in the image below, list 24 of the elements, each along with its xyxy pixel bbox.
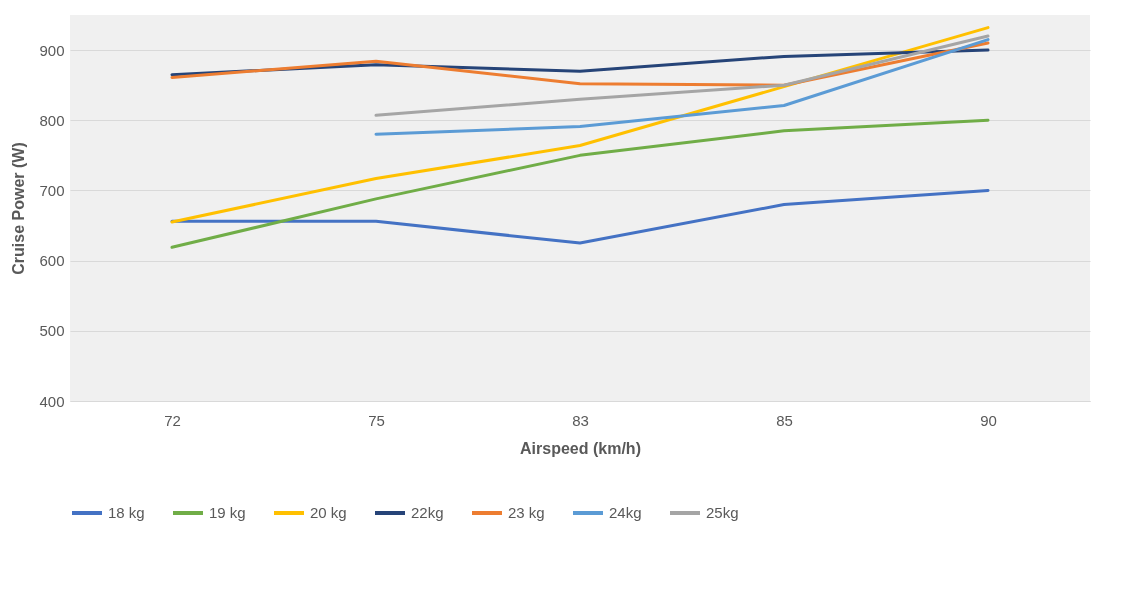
line-series [170,118,990,249]
line-series [374,38,990,136]
y-tick-label: 700 [39,181,65,199]
x-tick-label: 90 [980,411,997,429]
x-tick-label: 75 [368,411,385,429]
x-tick-label: 83 [572,411,589,429]
y-axis-title: Cruise Power (W) [10,142,28,275]
legend-label: 25kg [706,504,739,521]
x-tick-label: 85 [776,411,793,429]
line-series [170,188,990,245]
legend-label: 19 kg [209,504,246,521]
legend-label: 24kg [609,504,642,521]
legend-label: 23 kg [508,504,545,521]
y-tick-label: 900 [39,41,65,59]
y-tick-label: 800 [39,111,65,129]
x-axis-title: Airspeed (km/h) [520,439,641,457]
y-tick-label: 600 [39,252,65,270]
y-tick-label: 500 [39,322,65,340]
legend-label: 18 kg [108,504,145,521]
line-series [374,34,990,117]
legend-label: 20 kg [310,504,347,521]
legend-label: 22kg [411,504,444,521]
y-tick-label: 400 [39,392,65,410]
x-tick-label: 72 [164,411,181,429]
